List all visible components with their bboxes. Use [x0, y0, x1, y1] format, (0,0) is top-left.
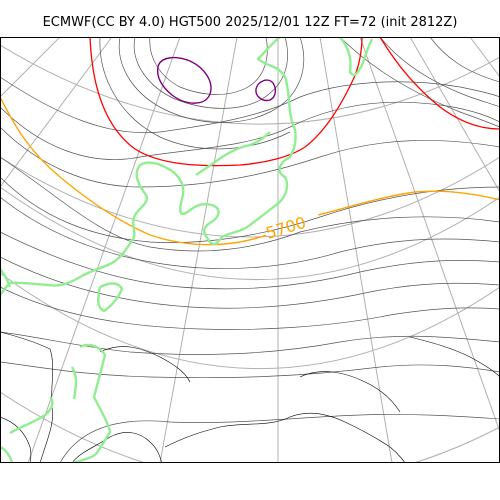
latitude-line	[0, 391, 500, 463]
coastline	[0, 331, 500, 463]
contour-red	[379, 37, 500, 130]
meridian-line	[159, 37, 238, 463]
meridian-line	[409, 37, 500, 193]
contour-red	[89, 37, 363, 167]
latitude-line	[0, 186, 500, 280]
weather-map: 5700	[0, 37, 500, 463]
map-panel: 5700	[0, 37, 500, 463]
contour-5700	[317, 190, 500, 216]
meridian-line	[0, 37, 113, 188]
latitude-line	[0, 156, 500, 238]
meridian-line	[319, 37, 393, 463]
meridian-line	[359, 37, 500, 433]
contour-low	[255, 79, 277, 102]
country-borders	[0, 37, 374, 463]
meridian-line	[469, 37, 500, 78]
latitude-line	[0, 272, 500, 369]
contour-5700-label: 5700	[264, 213, 308, 243]
graticule	[0, 37, 500, 463]
height-contours	[0, 37, 500, 463]
map-title: ECMWF(CC BY 4.0) HGT500 2025/12/01 12Z F…	[42, 15, 458, 30]
meridian-line	[0, 37, 61, 98]
latitude-line	[0, 44, 500, 125]
contour-low	[156, 56, 212, 104]
meridian-line	[27, 37, 181, 463]
map-border	[0, 37, 500, 463]
contour-5700	[0, 96, 267, 246]
